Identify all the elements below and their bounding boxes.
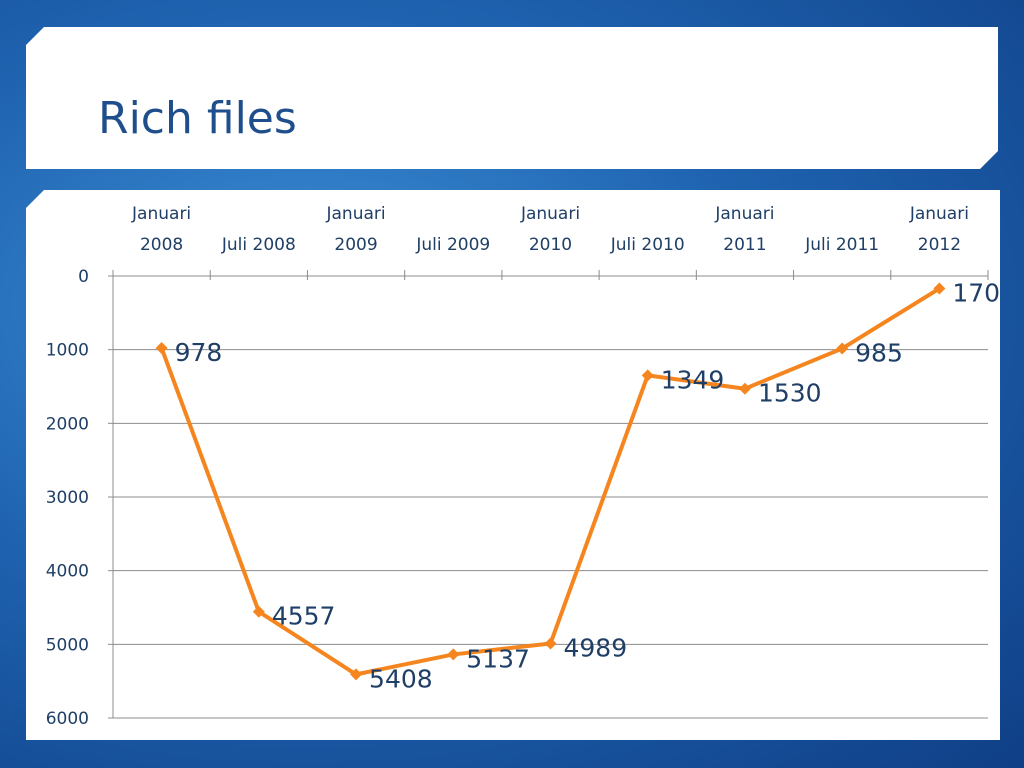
data-point-marker xyxy=(447,648,460,661)
data-point-marker xyxy=(738,382,751,395)
data-label: 985 xyxy=(855,339,903,368)
title-panel: Rich files xyxy=(26,27,998,169)
gridlines xyxy=(113,349,988,719)
data-point-marker xyxy=(544,637,557,650)
x-tick-label: Juli 2008 xyxy=(221,235,296,255)
data-point-marker xyxy=(641,369,654,382)
y-tick-label: 1000 xyxy=(46,341,89,361)
data-label: 170 xyxy=(952,279,1000,308)
axes xyxy=(108,270,989,719)
line-chart: 0 1000 2000 3000 4000 5000 6000 Januari 2008 Jul… xyxy=(46,204,1000,729)
x-tick-label: Januari 2011 xyxy=(714,204,774,255)
x-tick-label: Januari 2010 xyxy=(520,204,580,255)
data-point-marker xyxy=(350,668,363,681)
slide-title: Rich files xyxy=(98,93,297,144)
data-label: 4989 xyxy=(564,634,628,663)
x-tick-label: Januari 2009 xyxy=(325,204,385,255)
data-point-marker xyxy=(252,605,265,618)
series-markers xyxy=(155,282,946,681)
y-tick-label: 4000 xyxy=(46,562,89,582)
data-label: 1349 xyxy=(661,365,725,394)
y-tick-label: 2000 xyxy=(46,414,89,434)
x-axis-tick-labels: Januari 2008 Juli 2008 Januari 2009 Juli 2009… xyxy=(131,204,969,255)
data-point-marker xyxy=(836,342,849,355)
data-point-marker xyxy=(933,282,946,295)
data-label: 4557 xyxy=(272,602,336,631)
y-tick-label: 0 xyxy=(78,267,89,287)
x-tick-label: Juli 2011 xyxy=(804,235,879,255)
y-axis-tick-labels: 0 1000 2000 3000 4000 5000 6000 xyxy=(46,267,89,729)
y-tick-label: 5000 xyxy=(46,635,89,655)
data-label: 978 xyxy=(175,338,223,367)
data-label: 1530 xyxy=(758,379,822,408)
y-tick-label: 6000 xyxy=(46,709,89,729)
data-labels: 978 4557 5408 5137 4989 1349 1530 985 170 xyxy=(175,279,1000,694)
x-tick-label: Juli 2010 xyxy=(610,235,685,255)
y-tick-label: 3000 xyxy=(46,488,89,508)
x-tick-label: Januari 2008 xyxy=(131,204,191,255)
data-label: 5137 xyxy=(466,644,530,673)
data-point-marker xyxy=(155,342,168,355)
x-tick-label: Januari 2012 xyxy=(909,204,969,255)
chart-panel: 0 1000 2000 3000 4000 5000 6000 Januari 2008 Jul… xyxy=(26,190,1000,740)
data-label: 5408 xyxy=(369,664,433,693)
x-tick-label: Juli 2009 xyxy=(415,235,490,255)
